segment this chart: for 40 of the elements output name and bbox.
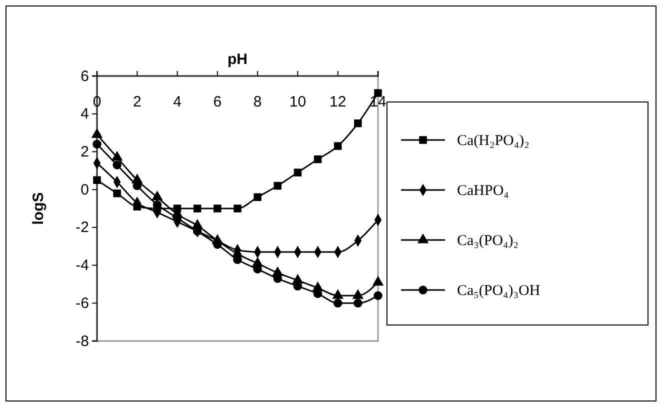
y-tick-label: -8 bbox=[76, 332, 89, 350]
point bbox=[374, 291, 382, 300]
y-tick-label: -2 bbox=[76, 219, 89, 236]
x-tick-label: 4 bbox=[173, 94, 182, 111]
point bbox=[332, 289, 344, 299]
y-tick-label: 4 bbox=[80, 106, 89, 123]
point bbox=[93, 176, 101, 184]
y-tick-label: 6 bbox=[80, 68, 89, 85]
x-tick-label: 2 bbox=[132, 94, 142, 111]
y-axis-title: logS bbox=[30, 192, 47, 225]
legend-label: CaHPO₄ bbox=[457, 183, 509, 199]
point bbox=[274, 182, 282, 190]
point bbox=[92, 140, 102, 149]
point bbox=[334, 142, 342, 150]
point bbox=[372, 276, 384, 286]
point bbox=[333, 298, 342, 308]
point bbox=[314, 155, 322, 164]
point bbox=[112, 160, 122, 170]
y-tick-label: 2 bbox=[80, 144, 89, 161]
y-tick-label: -4 bbox=[76, 257, 89, 274]
point bbox=[354, 119, 362, 128]
x-tick-label: 6 bbox=[213, 94, 222, 111]
point bbox=[254, 193, 262, 202]
point bbox=[352, 289, 364, 299]
x-tick-label: 12 bbox=[330, 94, 346, 111]
y-tick-label: 0 bbox=[80, 181, 89, 198]
legend-label: Ca₃(PO₄)₂ bbox=[457, 233, 519, 249]
legend-label: Ca₅(PO₄)₃OH bbox=[457, 283, 540, 299]
point bbox=[294, 168, 302, 176]
x-tick-label: 8 bbox=[253, 94, 262, 111]
point bbox=[214, 204, 222, 212]
x-tick-label: 10 bbox=[289, 94, 306, 111]
y-tick-label: -6 bbox=[76, 294, 89, 312]
x-axis-title: pH bbox=[228, 51, 248, 68]
point bbox=[152, 190, 163, 200]
point bbox=[113, 189, 121, 198]
point bbox=[234, 204, 242, 212]
legend-label: Ca(H₂PO₄)₂ bbox=[457, 133, 530, 149]
point bbox=[354, 298, 362, 308]
point bbox=[193, 204, 202, 212]
